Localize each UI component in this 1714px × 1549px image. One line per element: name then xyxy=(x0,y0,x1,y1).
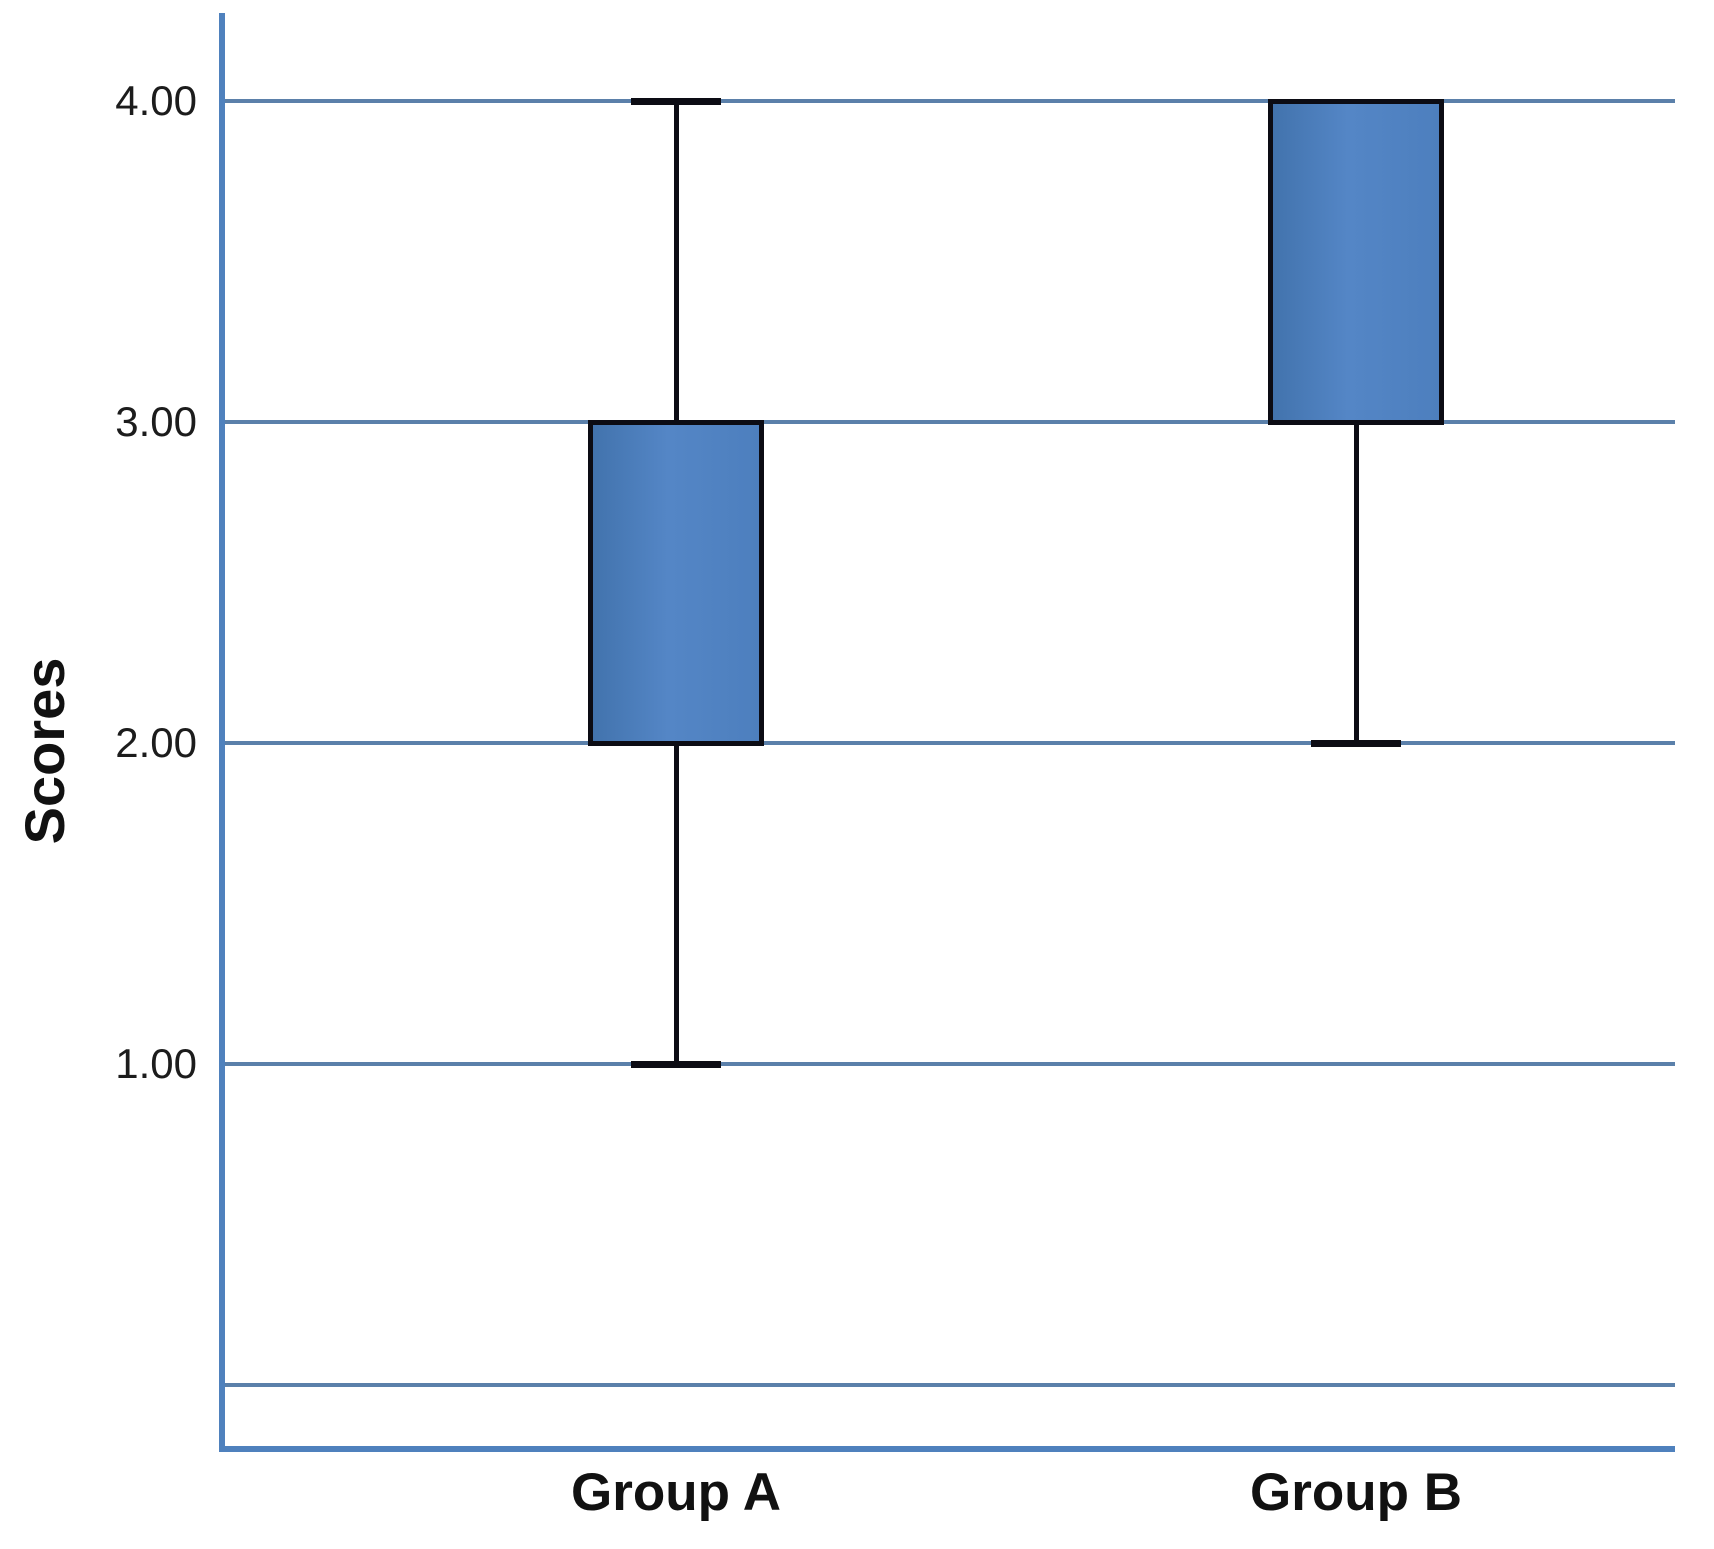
lower-whisker-cap-group-b xyxy=(1311,739,1401,747)
x-axis-line xyxy=(219,1446,1675,1452)
y-axis-line xyxy=(219,13,225,1449)
lower-whisker-group-b xyxy=(1353,422,1359,743)
y-tick-label: 2.00 xyxy=(115,719,197,766)
y-gridline xyxy=(222,99,1675,103)
y-gridline xyxy=(222,1062,1675,1066)
y-tick-label: 1.00 xyxy=(115,1040,197,1087)
x-category-label-group-a: Group A xyxy=(570,1463,781,1522)
x-category-label-group-b: Group B xyxy=(1250,1463,1462,1522)
lower-whisker-group-a xyxy=(673,743,679,1064)
y-gridline xyxy=(222,420,1675,424)
y-gridline xyxy=(222,741,1675,745)
y-tick-label: 3.00 xyxy=(115,398,197,445)
y-tick-label: 4.00 xyxy=(115,77,197,124)
upper-whisker-cap-group-a xyxy=(631,97,721,105)
y-gridline xyxy=(222,1383,1675,1387)
upper-whisker-group-a xyxy=(673,101,679,422)
box-group-b xyxy=(1268,98,1444,425)
box-group-a xyxy=(588,419,764,746)
lower-whisker-cap-group-a xyxy=(631,1060,721,1068)
